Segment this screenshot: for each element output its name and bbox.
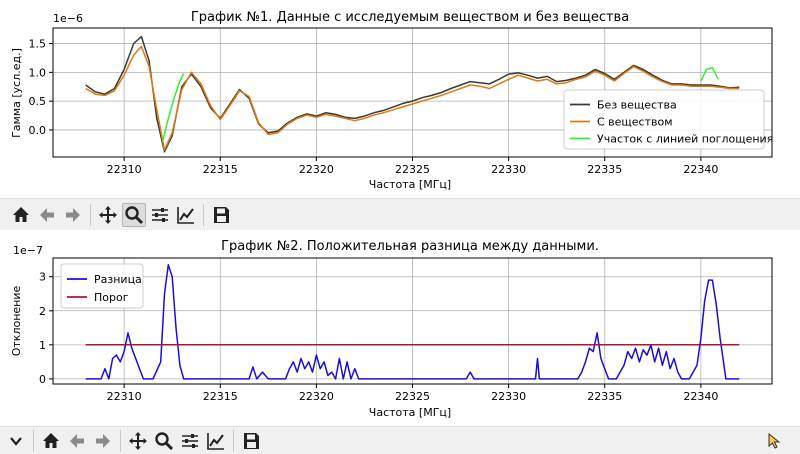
toolbar-separator (33, 429, 34, 452)
back-button[interactable] (65, 429, 89, 453)
x-tick-label: 22340 (683, 390, 718, 403)
y-tick-label: 0 (39, 373, 46, 386)
y-tick-label: 1 (39, 339, 46, 352)
plot-canvas-1[interactable]: 22310 22315 22320 22325 22330 22335 22340 0.0 0.… (0, 0, 800, 198)
y-tick-label: 0.0 (29, 124, 47, 137)
y-scale-label: 1e−6 (53, 12, 83, 25)
home-icon (43, 432, 59, 448)
legend-entry: С веществом (597, 116, 673, 129)
y-tick-label: 1.5 (29, 38, 47, 51)
y-axis-label: Отклонение (10, 286, 23, 357)
customize-button[interactable] (174, 203, 198, 227)
collapse-button[interactable] (4, 429, 28, 453)
x-tick-label: 22315 (203, 163, 238, 176)
subplots-button[interactable] (178, 429, 202, 453)
pan-button[interactable] (96, 203, 120, 227)
y-tick-label: 2 (39, 305, 46, 318)
save-icon (244, 432, 259, 449)
x-tick-label: 22325 (395, 163, 430, 176)
legend-entry: Без вещества (597, 99, 677, 112)
y-tick-label: 3 (39, 271, 46, 284)
plot-canvas-2[interactable]: 22310 22315 22320 22325 22330 22335 22340 0 1 2 3 … (0, 232, 800, 428)
x-tick-label: 22315 (203, 390, 238, 403)
toolbar-separator (120, 429, 121, 452)
forward-button[interactable] (61, 203, 85, 227)
home-button[interactable] (9, 203, 33, 227)
legend: Без вещества С веществом Участок с линией … (563, 89, 773, 150)
navigation-toolbar-2 (0, 426, 800, 454)
x-axis-label: Частота [МГц] (369, 406, 451, 419)
zoom-button[interactable] (122, 202, 146, 227)
series-line-2 (161, 73, 185, 142)
subplots-icon (152, 207, 168, 222)
forward-icon (66, 207, 80, 222)
chart-1[interactable]: 22310 22315 22320 22325 22330 22335 22340 0.0 0.… (0, 0, 800, 198)
y-tick-label: 0.5 (29, 95, 47, 108)
series-line-0 (85, 264, 740, 380)
home-icon (13, 206, 29, 222)
save-icon (214, 206, 229, 223)
subplots-button[interactable] (148, 203, 172, 227)
cursor-arrow-icon (768, 432, 781, 449)
x-tick-label: 22320 (299, 390, 334, 403)
series-line-2 (700, 66, 719, 82)
chart-2[interactable]: 22310 22315 22320 22325 22330 22335 223400123 … (0, 232, 800, 428)
back-icon (40, 207, 54, 222)
x-tick-label: 22325 (395, 390, 430, 403)
x-tick-label: 22330 (491, 163, 526, 176)
customize-button[interactable] (204, 429, 228, 453)
forward-icon (96, 433, 110, 448)
subplots-icon (182, 433, 198, 448)
customize-icon (207, 432, 224, 450)
x-axis-label: Частота [МГц] (369, 178, 451, 191)
legend: Разница Порог (60, 263, 144, 309)
back-button[interactable] (35, 203, 59, 227)
x-tick-label: 22335 (587, 390, 622, 403)
save-button[interactable] (209, 203, 233, 227)
x-tick-label: 22310 (107, 390, 142, 403)
x-tick-label: 22310 (107, 163, 142, 176)
pan-icon (99, 205, 117, 224)
save-button[interactable] (239, 429, 263, 453)
home-button[interactable] (39, 429, 63, 453)
y-tick-label: 1.0 (29, 66, 47, 79)
forward-button[interactable] (91, 429, 115, 453)
x-tick-label: 22320 (299, 163, 334, 176)
chevron-down-icon (10, 436, 22, 446)
toolbar-separator (233, 429, 234, 452)
series-line-1 (85, 45, 740, 151)
customize-icon (177, 206, 194, 224)
navigation-toolbar-1 (0, 198, 800, 230)
toolbar-separator (203, 203, 204, 226)
x-tick-label: 22330 (491, 390, 526, 403)
legend-entry: Порог (94, 291, 129, 304)
legend-box (563, 89, 765, 150)
x-tick-label: 22335 (587, 163, 622, 176)
zoom-button[interactable] (152, 429, 176, 453)
x-tick-label: 22340 (683, 163, 718, 176)
zoom-icon (125, 205, 144, 224)
chart-title: График №1. Данные с исследуемым вещество… (191, 10, 629, 25)
y-scale-label: 1e−7 (13, 244, 43, 257)
y-axis-label: Гамма [усл.ед.] (10, 48, 23, 138)
legend-entry: Разница (94, 273, 142, 286)
toolbar-separator (90, 203, 91, 226)
back-icon (70, 433, 84, 448)
chart-title: График №2. Положительная разница между д… (221, 239, 599, 254)
pan-button[interactable] (126, 429, 150, 453)
pan-icon (129, 431, 147, 450)
zoom-icon (155, 431, 174, 450)
legend-entry: Участок с линией поглощения (597, 133, 773, 146)
